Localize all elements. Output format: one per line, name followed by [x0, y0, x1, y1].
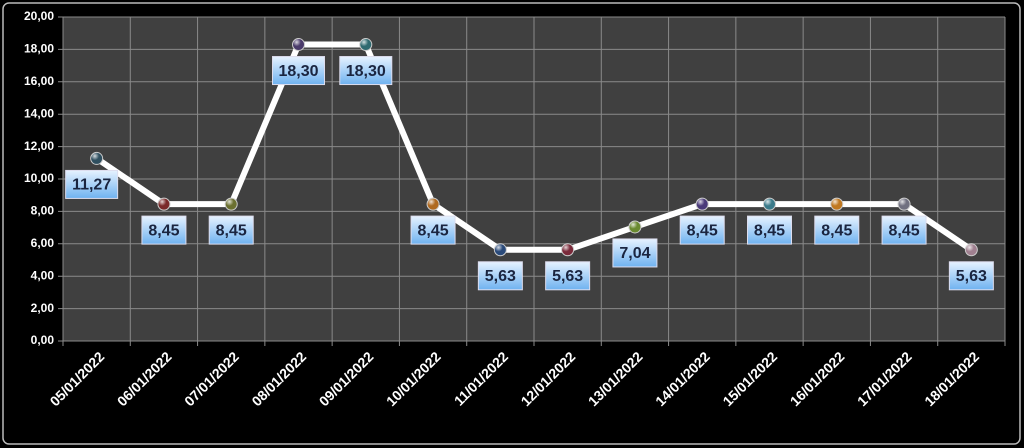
marker-shine [830, 198, 843, 211]
value-label-box [272, 56, 325, 86]
line [94, 41, 974, 253]
value-label: 5,63 [552, 268, 583, 285]
value-label: 11,27 [72, 177, 111, 194]
y-tick-label: 12,00 [24, 139, 54, 153]
marker-shine [696, 198, 709, 211]
y-tick-label: 8,00 [31, 204, 55, 218]
value-label: 8,45 [889, 222, 920, 239]
value-label: 8,45 [687, 222, 718, 239]
value-label: 8,45 [216, 222, 247, 239]
marker-shine [561, 243, 574, 256]
marker-shine [359, 38, 372, 51]
y-tick-label: 0,00 [31, 333, 55, 347]
marker-shine [965, 243, 978, 256]
value-label: 8,45 [821, 222, 852, 239]
value-label: 8,45 [148, 222, 179, 239]
value-label-box [612, 238, 658, 268]
value-label-box [208, 215, 254, 245]
value-label-box [881, 215, 927, 245]
marker-shine [628, 220, 641, 233]
marker-shine [494, 243, 507, 256]
y-tick-label: 10,00 [24, 171, 54, 185]
y-tick-label: 20,00 [24, 9, 54, 23]
value-label-box [410, 215, 456, 245]
value-label-box [477, 261, 523, 291]
value-label: 5,63 [956, 268, 987, 285]
marker-shine [427, 198, 440, 211]
value-label-box [948, 261, 994, 291]
value-label: 8,45 [754, 222, 785, 239]
y-tick-label: 18,00 [24, 42, 54, 56]
marker-shine [292, 38, 305, 51]
value-label-box [747, 215, 792, 245]
y-tick-label: 16,00 [24, 74, 54, 88]
value-label: 7,04 [619, 245, 650, 262]
value-label-box [65, 169, 119, 199]
value-label: 18,30 [278, 63, 318, 80]
value-label-box [339, 56, 393, 86]
value-label: 5,63 [485, 268, 516, 285]
y-tick-label: 14,00 [24, 106, 54, 120]
y-tick-label: 2,00 [31, 301, 55, 315]
value-label-box [141, 215, 187, 245]
marker-shine [157, 198, 170, 211]
marker-shine [763, 198, 776, 211]
marker-shine [225, 198, 238, 211]
y-tick-label: 6,00 [31, 236, 55, 250]
value-label: 8,45 [418, 222, 449, 239]
marker-shine [898, 198, 911, 211]
value-label: 18,30 [346, 63, 386, 80]
value-label-box [679, 215, 725, 245]
marker-shine [90, 152, 103, 165]
value-label-box [814, 215, 860, 245]
y-tick-label: 4,00 [31, 268, 55, 282]
value-label-box [545, 261, 591, 291]
